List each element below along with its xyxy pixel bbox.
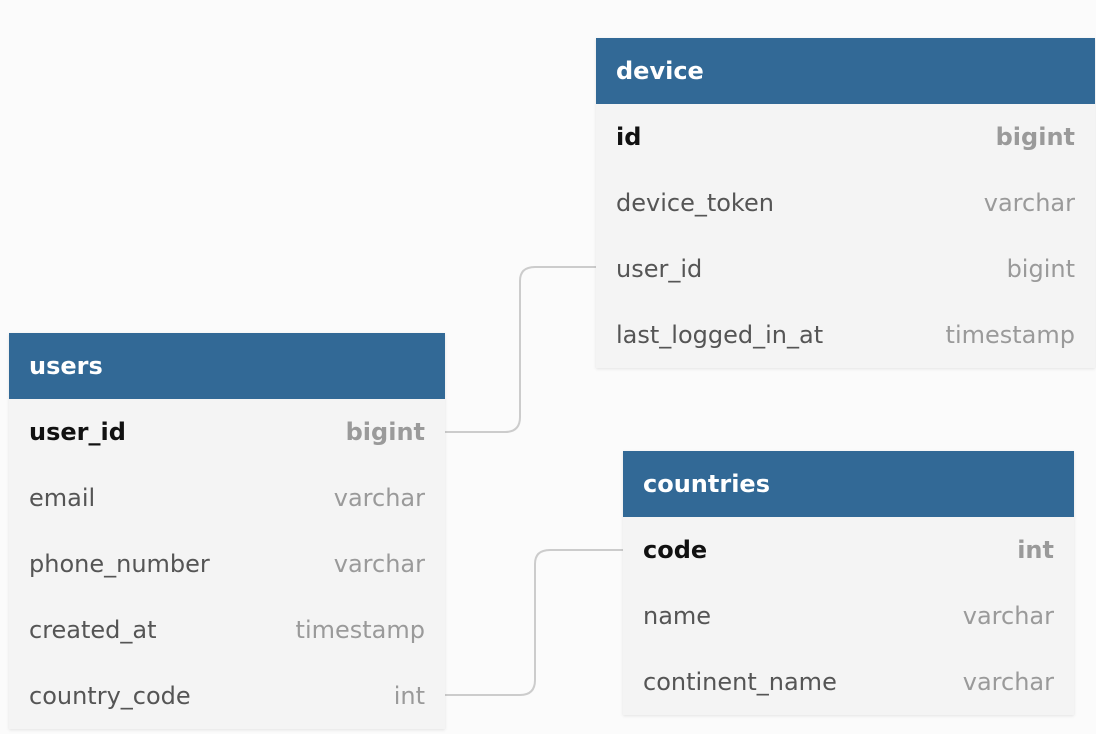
column-row-users-email[interactable]: email varchar bbox=[9, 465, 445, 531]
column-row-countries-name[interactable]: name varchar bbox=[623, 583, 1074, 649]
column-row-device-id[interactable]: id bigint bbox=[596, 104, 1095, 170]
column-row-device-user-id[interactable]: user_id bigint bbox=[596, 236, 1095, 302]
column-type: bigint bbox=[995, 123, 1075, 151]
column-row-device-device-token[interactable]: device_token varchar bbox=[596, 170, 1095, 236]
column-type: bigint bbox=[345, 418, 425, 446]
column-name: user_id bbox=[616, 255, 703, 283]
column-name: country_code bbox=[29, 682, 191, 710]
column-name: created_at bbox=[29, 616, 157, 644]
relation-users-countries bbox=[445, 549, 623, 696]
column-row-users-country-code[interactable]: country_code int bbox=[9, 663, 445, 729]
column-type: timestamp bbox=[295, 616, 425, 644]
column-row-countries-continent-name[interactable]: continent_name varchar bbox=[623, 649, 1074, 715]
column-type: varchar bbox=[333, 484, 425, 512]
table-header-users[interactable]: users bbox=[9, 333, 445, 399]
column-name: user_id bbox=[29, 418, 126, 446]
column-row-users-created-at[interactable]: created_at timestamp bbox=[9, 597, 445, 663]
column-name: device_token bbox=[616, 189, 774, 217]
column-type: varchar bbox=[333, 550, 425, 578]
column-type: timestamp bbox=[945, 321, 1075, 349]
column-name: last_logged_in_at bbox=[616, 321, 824, 349]
table-header-countries[interactable]: countries bbox=[623, 451, 1074, 517]
column-type: int bbox=[1017, 536, 1054, 564]
column-type: varchar bbox=[962, 602, 1054, 630]
column-name: name bbox=[643, 602, 712, 630]
column-name: email bbox=[29, 484, 96, 512]
table-countries[interactable]: countries code int name varchar continen… bbox=[623, 451, 1074, 715]
column-row-users-user-id[interactable]: user_id bigint bbox=[9, 399, 445, 465]
column-name: id bbox=[616, 123, 642, 151]
column-row-users-phone-number[interactable]: phone_number varchar bbox=[9, 531, 445, 597]
column-name: code bbox=[643, 536, 708, 564]
table-header-device[interactable]: device bbox=[596, 38, 1095, 104]
column-name: phone_number bbox=[29, 550, 210, 578]
column-type: varchar bbox=[983, 189, 1075, 217]
column-name: continent_name bbox=[643, 668, 837, 696]
column-row-device-last-logged-in-at[interactable]: last_logged_in_at timestamp bbox=[596, 302, 1095, 368]
column-row-countries-code[interactable]: code int bbox=[623, 517, 1074, 583]
column-type: int bbox=[393, 682, 425, 710]
table-users[interactable]: users user_id bigint email varchar phone… bbox=[9, 333, 445, 729]
column-type: bigint bbox=[1006, 255, 1075, 283]
table-device[interactable]: device id bigint device_token varchar us… bbox=[596, 38, 1095, 368]
relation-users-device bbox=[445, 266, 596, 433]
column-type: varchar bbox=[962, 668, 1054, 696]
